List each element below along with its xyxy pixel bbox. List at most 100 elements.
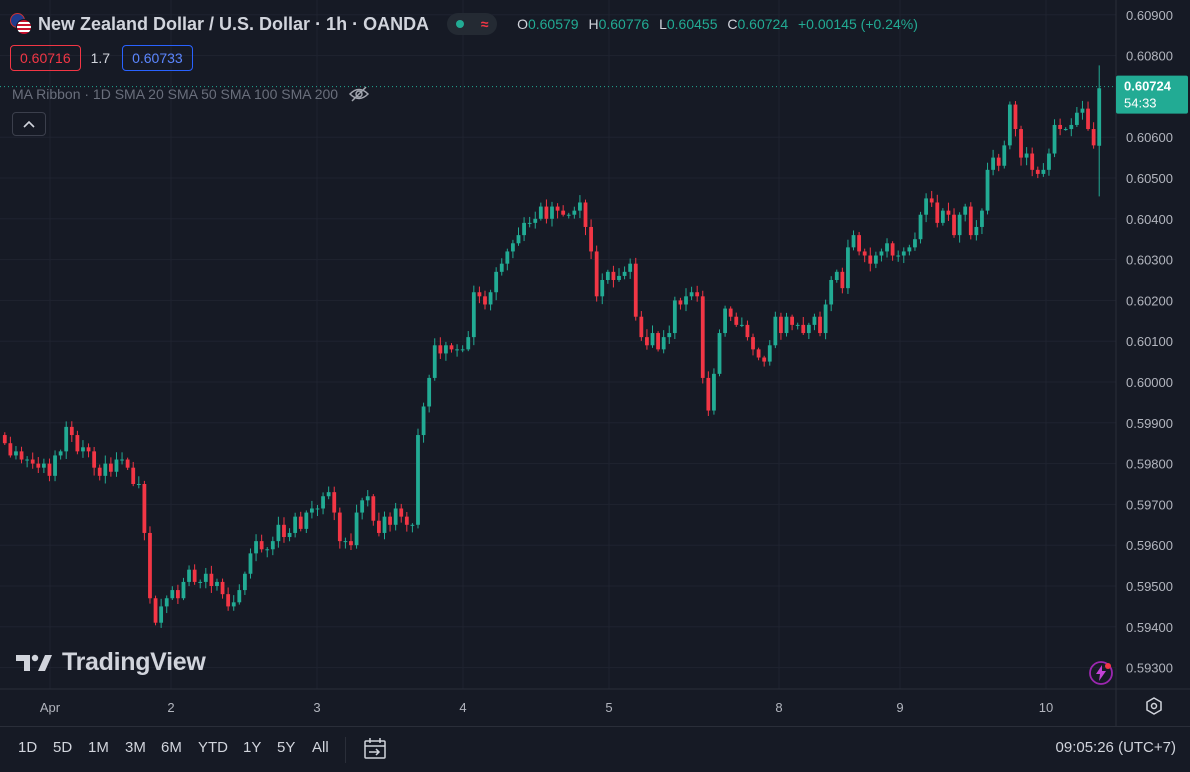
candle: [499, 258, 504, 276]
candle: [1063, 127, 1068, 131]
time-tick-label: 5: [605, 700, 612, 715]
candle-body: [382, 516, 387, 533]
candle-body: [538, 206, 543, 219]
calendar-goto-icon[interactable]: [362, 737, 388, 761]
timeframe-1y[interactable]: 1Y: [243, 739, 262, 756]
indicator-label[interactable]: MA Ribbon · 1D SMA 20 SMA 50 SMA 100 SMA…: [12, 86, 339, 102]
candle-body: [834, 271, 839, 280]
candle: [349, 533, 353, 551]
candle-body: [929, 198, 934, 203]
candle-body: [717, 333, 722, 374]
indicator-legend[interactable]: MA Ribbon · 1D SMA 20 SMA 50 SMA 100 SMA…: [12, 86, 370, 102]
candle-body: [555, 206, 560, 211]
candle-body: [1002, 145, 1007, 166]
candle-body: [857, 235, 862, 252]
price-tick-label: 0.60600: [1126, 130, 1173, 145]
buy-button[interactable]: 0.60733: [122, 45, 193, 71]
tradingview-mark-icon: [16, 654, 52, 671]
close-value: 0.60724: [737, 16, 789, 32]
timeframe-3m[interactable]: 3M: [125, 739, 146, 756]
open-label: O: [517, 16, 528, 32]
candle-body: [829, 280, 834, 305]
candle-body: [661, 337, 666, 350]
candle-body: [321, 496, 325, 509]
eye-crossed-icon[interactable]: [348, 86, 370, 102]
candle: [723, 305, 727, 337]
candle-body: [544, 206, 549, 219]
axis-settings-icon[interactable]: [1146, 697, 1162, 715]
candle-body: [527, 222, 532, 224]
candle-body: [879, 251, 884, 256]
candle: [248, 548, 253, 579]
candle: [734, 312, 739, 327]
timeframe-6m[interactable]: 6M: [161, 739, 182, 756]
timeframe-1m[interactable]: 1M: [88, 739, 109, 756]
open-value: 0.60579: [527, 16, 579, 32]
candle: [388, 512, 392, 532]
symbol-header: New Zealand Dollar / U.S. Dollar · 1h · …: [10, 12, 924, 36]
candle: [784, 312, 789, 337]
price-axis[interactable]: 0.60900 0.60800 0.60600 0.60500 0.60400 0.603…: [1115, 0, 1190, 726]
candle-body: [773, 316, 778, 346]
candle-body: [751, 337, 755, 350]
candle: [622, 266, 627, 280]
candle: [572, 206, 577, 219]
candle: [1058, 118, 1063, 136]
symbol-title[interactable]: New Zealand Dollar / U.S. Dollar · 1h · …: [38, 13, 430, 34]
candle: [293, 512, 298, 538]
candle: [97, 464, 102, 481]
collapse-legend-button[interactable]: [12, 112, 46, 136]
candle-body: [667, 333, 672, 338]
candle: [421, 402, 426, 443]
candle-body: [516, 235, 521, 244]
candle-body: [818, 316, 822, 334]
lightning-icon[interactable]: [1088, 660, 1114, 686]
candle: [594, 245, 599, 302]
candle-body: [1041, 169, 1046, 174]
candle-body: [36, 463, 41, 468]
candle-body: [779, 316, 783, 334]
candle: [829, 276, 834, 312]
timeframe-5d[interactable]: 5D: [53, 739, 73, 756]
candle: [92, 446, 97, 476]
low-value: 0.60455: [666, 16, 718, 32]
candle-body: [756, 349, 761, 358]
candle: [1091, 122, 1096, 149]
time-axis[interactable]: Apr 2 3 4 5 8 9 10: [0, 688, 1190, 715]
timezone-clock[interactable]: 09:05:26 (UTC+7): [1055, 739, 1176, 756]
candle: [940, 208, 945, 226]
candle: [455, 344, 459, 357]
candle: [120, 452, 124, 465]
candle: [985, 162, 990, 215]
candle-body: [823, 304, 828, 334]
candle-body: [114, 459, 119, 472]
candle-body: [92, 451, 97, 468]
candle: [404, 511, 409, 532]
candle-body: [131, 467, 136, 484]
candle: [963, 203, 968, 222]
candle-body: [957, 214, 962, 236]
timeframe-1d[interactable]: 1D: [18, 739, 38, 756]
candle-body: [259, 541, 264, 550]
market-status-pill[interactable]: ≈: [447, 13, 498, 35]
candle-body: [215, 581, 219, 586]
timeframe-ytd[interactable]: YTD: [198, 739, 228, 756]
candle-body: [739, 324, 744, 326]
sell-button[interactable]: 0.60716: [10, 45, 81, 71]
spread-value: 1.7: [90, 50, 111, 66]
candle-body: [633, 263, 638, 317]
candle: [700, 290, 705, 384]
candle: [667, 325, 672, 344]
candle: [589, 219, 593, 260]
candle: [460, 345, 465, 353]
candle: [198, 579, 203, 589]
candle: [918, 211, 923, 244]
timeframe-5y[interactable]: 5Y: [277, 739, 296, 756]
candle-body: [248, 553, 253, 574]
candle: [438, 337, 443, 359]
candle: [1002, 140, 1007, 169]
candle: [767, 340, 772, 366]
timeframe-all[interactable]: All: [312, 739, 329, 756]
candle-body: [153, 598, 158, 623]
